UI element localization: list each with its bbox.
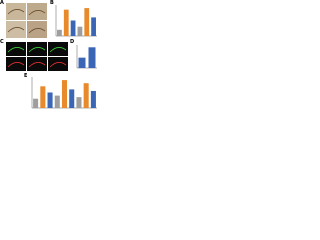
micrograph	[27, 21, 47, 38]
figure: A B C D E	[0, 0, 97, 109]
micrograph-grid	[6, 3, 47, 38]
bar	[63, 9, 69, 36]
bar	[91, 17, 96, 36]
fluorescence-image	[48, 42, 68, 56]
micrograph	[6, 21, 26, 38]
bar	[83, 83, 89, 108]
bar	[57, 29, 62, 36]
fluorescence-image	[48, 57, 68, 71]
fluorescence-image	[6, 42, 26, 56]
bar	[88, 47, 96, 68]
bar	[54, 95, 60, 108]
panel-label: C	[0, 39, 4, 45]
bar	[90, 90, 96, 108]
bar	[33, 98, 39, 108]
micrograph	[6, 3, 26, 20]
panel-label: B	[50, 0, 54, 6]
panel-label: D	[70, 39, 74, 45]
fluorescence-image	[6, 57, 26, 71]
micrograph	[27, 3, 47, 20]
bar	[61, 80, 68, 108]
bar	[47, 92, 53, 108]
fluorescence-image	[27, 57, 47, 71]
bar	[40, 86, 46, 108]
bar	[77, 26, 83, 36]
bar	[78, 57, 86, 68]
fluorescence-grid	[6, 42, 68, 71]
bar	[76, 97, 82, 108]
panel-label: A	[0, 0, 4, 6]
bar	[84, 8, 90, 37]
bar	[70, 20, 76, 36]
fluorescence-image	[27, 42, 47, 56]
green-signal	[7, 47, 67, 53]
bar	[69, 89, 75, 108]
red-signal	[7, 62, 67, 68]
panel-label: E	[24, 73, 28, 79]
tissue-outline	[7, 9, 46, 34]
